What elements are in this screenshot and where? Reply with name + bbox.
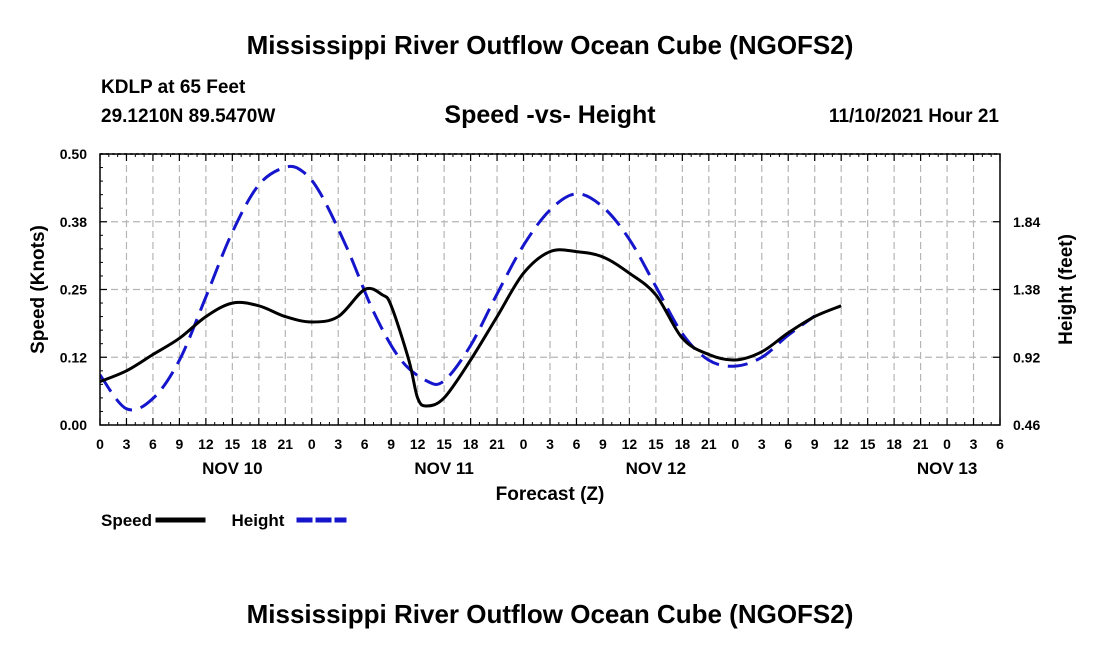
- y2-tick-label: 0.46: [1013, 417, 1040, 433]
- speed-height-chart: 0 3 6 9 12 15 18 21 0 3 6 9 12 15 18 21 0 3 6 9 12 15 18 21 0 3 6 9…: [28, 146, 1077, 530]
- x-tick-label: 6: [361, 436, 369, 452]
- x-tick-label: 6: [573, 436, 581, 452]
- x-tick-label: 0: [96, 436, 104, 452]
- grid: [100, 153, 1000, 425]
- chart-title: Mississippi River Outflow Ocean Cube (NG…: [246, 30, 854, 60]
- chart-subtitle: Speed -vs- Height: [444, 101, 656, 129]
- x-tick-label: 3: [334, 436, 342, 452]
- x-axis-title: Forecast (Z): [496, 484, 605, 505]
- x-tick-label: 3: [970, 436, 978, 452]
- y2-tick-label: 1.38: [1013, 282, 1040, 298]
- x-tick-label: 3: [123, 436, 131, 452]
- day-label: NOV 11: [414, 459, 474, 478]
- x-tick-label: 9: [176, 436, 184, 452]
- x-tick-label: 21: [701, 436, 717, 452]
- series-lines: [100, 164, 842, 412]
- x-tick-label: 18: [251, 436, 267, 452]
- day-label: NOV 10: [202, 459, 262, 478]
- x-tick-label: 18: [886, 436, 902, 452]
- x-tick-label: 12: [198, 436, 214, 452]
- x-tick-label: 18: [463, 436, 479, 452]
- x-tick-label: 15: [436, 436, 452, 452]
- x-tick-label: 6: [996, 436, 1004, 452]
- station-label: KDLP at 65 Feet: [101, 77, 246, 98]
- x-tick-label: 0: [943, 436, 951, 452]
- x-tick-label: 0: [731, 436, 739, 452]
- footer-title: Mississippi River Outflow Ocean Cube (NG…: [246, 599, 854, 629]
- x-tick-label: 0: [520, 436, 528, 452]
- axis-labels: 0 3 6 9 12 15 18 21 0 3 6 9 12 15 18 21 0 3 6 9 12 15 18 21 0 3 6 9…: [60, 146, 1041, 478]
- day-label: NOV 12: [626, 459, 686, 478]
- x-tick-label: 18: [675, 436, 691, 452]
- x-tick-label: 9: [387, 436, 395, 452]
- y2-tick-label: 1.84: [1013, 214, 1040, 230]
- y2-axis-title: Height (feet): [1056, 234, 1077, 345]
- x-tick-label: 9: [599, 436, 607, 452]
- x-tick-label: 21: [913, 436, 929, 452]
- x-tick-label: 21: [278, 436, 294, 452]
- y-axis-title: Speed (Knots): [28, 225, 49, 354]
- x-tick-label: 12: [410, 436, 426, 452]
- x-tick-label: 15: [648, 436, 664, 452]
- x-tick-label: 15: [860, 436, 876, 452]
- x-tick-label: 15: [225, 436, 241, 452]
- y-tick-label: 0.38: [60, 214, 87, 230]
- x-tick-label: 12: [622, 436, 638, 452]
- y-tick-label: 0.50: [60, 146, 87, 162]
- series-line-height: [100, 164, 816, 412]
- x-tick-label: 0: [308, 436, 316, 452]
- x-tick-label: 6: [149, 436, 157, 452]
- legend-label: Height: [232, 511, 285, 530]
- x-tick-label: 3: [546, 436, 554, 452]
- x-tick-label: 9: [811, 436, 819, 452]
- plot-frame: [99, 153, 1001, 426]
- forecast-run-time: 11/10/2021 Hour 21: [828, 106, 999, 127]
- y-tick-label: 0.00: [60, 417, 87, 433]
- legend-label: Speed: [101, 511, 152, 530]
- x-tick-label: 12: [833, 436, 849, 452]
- x-tick-label: 6: [784, 436, 792, 452]
- station-coordinates: 29.1210N 89.5470W: [101, 106, 276, 127]
- y-tick-label: 0.12: [60, 349, 87, 365]
- y-tick-label: 0.25: [60, 282, 87, 298]
- day-label: NOV 13: [917, 459, 977, 478]
- legend: Speed Height: [101, 511, 347, 530]
- x-tick-label: 3: [758, 436, 766, 452]
- y2-tick-label: 0.92: [1013, 349, 1040, 365]
- x-tick-label: 21: [489, 436, 505, 452]
- series-line-speed: [100, 248, 842, 408]
